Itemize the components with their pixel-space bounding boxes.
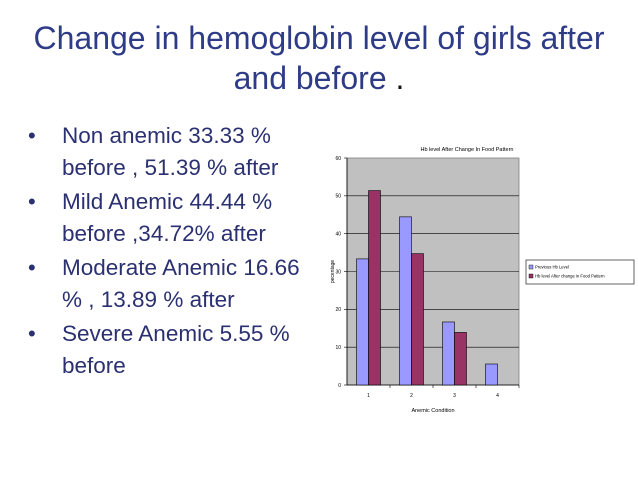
x-tick-label: 3 xyxy=(453,393,456,399)
legend-label: Hb level After change in Food Pattern xyxy=(535,274,605,279)
bar-previous xyxy=(399,216,412,386)
chart-container: Hb level After Change In Food Pattern 0 10… xyxy=(325,140,638,430)
bullet-dot-icon: • xyxy=(28,123,36,148)
bullet-text: Moderate Anemic 16.66 % , 13.89 % after xyxy=(62,255,300,312)
bar-previous xyxy=(485,363,498,386)
bullet-item: • Non anemic 33.33 % before , 51.39 % af… xyxy=(28,120,318,184)
slide-title-text: Change in hemoglobin level of girls afte… xyxy=(33,20,605,96)
x-tick-label: 1 xyxy=(367,393,370,399)
y-tick-label: 50 xyxy=(335,194,341,200)
chart-title: Hb level After Change In Food Pattern xyxy=(421,147,514,153)
y-tick-label: 60 xyxy=(335,156,341,162)
bar-chart: Hb level After Change In Food Pattern 0 10… xyxy=(330,147,635,414)
y-axis-label: pecentage xyxy=(330,260,336,284)
bullet-text: Severe Anemic 5.55 % before xyxy=(62,321,290,378)
bar-after xyxy=(454,332,467,386)
legend-box xyxy=(525,259,635,285)
bar-after xyxy=(411,253,424,386)
y-tick-label: 40 xyxy=(335,231,341,237)
bullet-item: • Severe Anemic 5.55 % before xyxy=(28,318,318,382)
bullet-dot-icon: • xyxy=(28,255,36,280)
legend-label: Previous Hb Level xyxy=(535,265,569,270)
y-tick-label: 0 xyxy=(338,383,341,389)
x-axis-label: Anemic Condition xyxy=(411,408,454,414)
bar-after xyxy=(368,190,381,386)
x-tick-label: 4 xyxy=(496,393,499,399)
bullet-item: • Moderate Anemic 16.66 % , 13.89 % afte… xyxy=(28,252,318,316)
x-tick-label: 2 xyxy=(410,393,413,399)
bullet-item: • Mild Anemic 44.44 % before ,34.72% aft… xyxy=(28,186,318,250)
bullet-dot-icon: • xyxy=(28,189,36,214)
y-tick-label: 30 xyxy=(335,269,341,275)
bullet-text: Non anemic 33.33 % before , 51.39 % afte… xyxy=(62,123,279,180)
slide-title: Change in hemoglobin level of girls afte… xyxy=(10,18,628,98)
legend-swatch xyxy=(528,273,534,279)
bullet-list: • Non anemic 33.33 % before , 51.39 % af… xyxy=(28,120,318,384)
bar-previous xyxy=(356,258,369,386)
bullet-dot-icon: • xyxy=(28,321,36,346)
bullet-text: Mild Anemic 44.44 % before ,34.72% after xyxy=(62,189,273,246)
y-tick-label: 20 xyxy=(335,307,341,313)
slide-title-period: . xyxy=(395,60,405,96)
legend-swatch xyxy=(528,264,534,270)
y-tick-label: 10 xyxy=(335,345,341,351)
bar-previous xyxy=(442,321,455,386)
